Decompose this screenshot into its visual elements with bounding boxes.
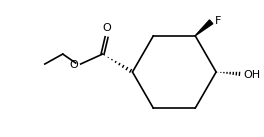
- Text: F: F: [215, 16, 221, 26]
- Text: O: O: [69, 60, 78, 70]
- Text: OH: OH: [243, 70, 260, 80]
- Text: O: O: [102, 23, 111, 33]
- Polygon shape: [195, 20, 213, 36]
